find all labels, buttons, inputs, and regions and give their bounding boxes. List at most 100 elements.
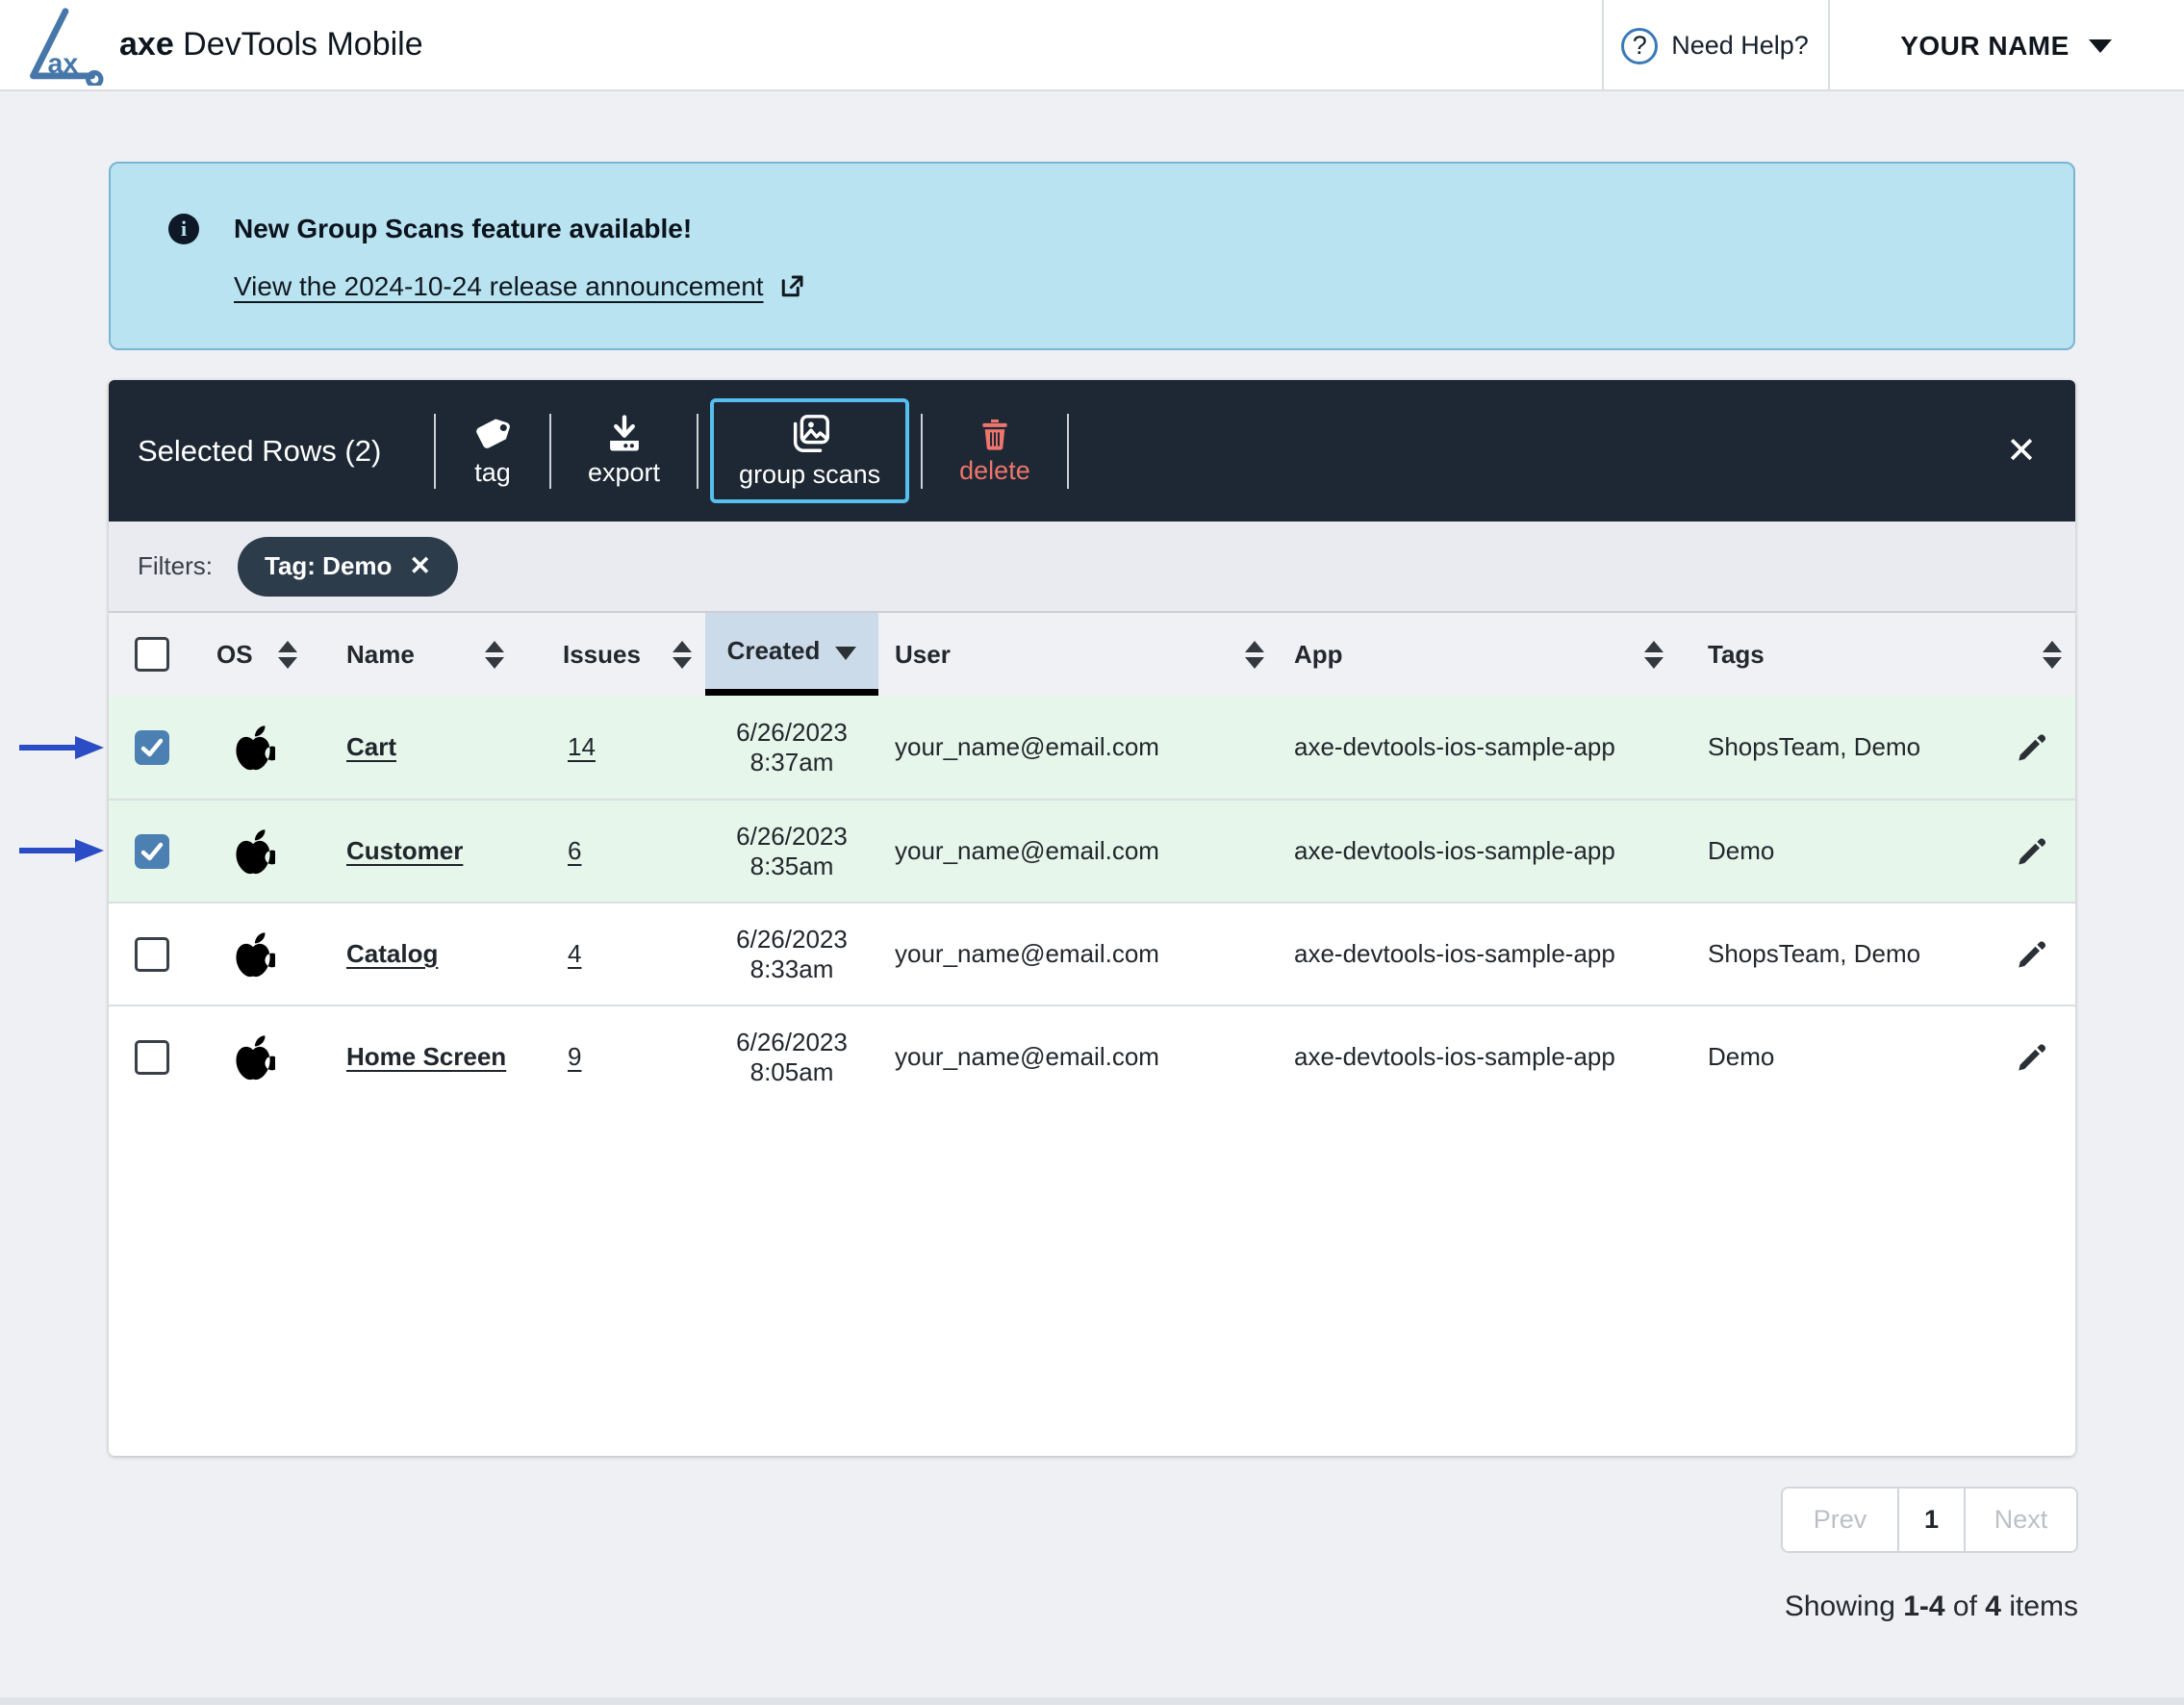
select-all-checkbox[interactable] (135, 637, 169, 672)
column-header-tags[interactable]: Tags (1677, 613, 2075, 696)
tags-value: ShopsTeam, Demo (1708, 939, 1920, 969)
close-selection-button[interactable]: ✕ (2006, 433, 2037, 470)
toolbar-divider (434, 414, 436, 489)
column-header-issues[interactable]: Issues (518, 613, 705, 696)
tags-value: Demo (1708, 836, 1774, 866)
issues-count-link[interactable]: 14 (568, 732, 596, 762)
edit-tags-button[interactable] (2014, 1040, 2048, 1075)
issues-count-link[interactable]: 4 (568, 939, 581, 969)
sort-icon (278, 641, 297, 669)
row-checkbox[interactable] (135, 834, 169, 869)
apple-icon (231, 1032, 275, 1082)
info-icon: i (168, 214, 199, 244)
column-header-app[interactable]: App (1278, 613, 1677, 696)
current-page-button[interactable]: 1 (1897, 1489, 1966, 1551)
group-scans-button[interactable]: group scans (710, 398, 909, 503)
scan-name-link[interactable]: Home Screen (346, 1042, 506, 1072)
tags-value: Demo (1708, 1042, 1774, 1072)
pagination: Prev 1 Next (1781, 1487, 2078, 1553)
user-email: your_name@email.com (895, 732, 1159, 762)
row-checkbox[interactable] (135, 1040, 169, 1075)
scan-name-link[interactable]: Customer (346, 836, 463, 866)
column-header-created-sorted[interactable]: Created (705, 613, 878, 696)
app-name: axe-devtools-ios-sample-app (1294, 939, 1615, 969)
app-header: ax axe DevTools Mobile ? Need Help? YOUR… (0, 0, 2184, 91)
user-name-label: YOUR NAME (1900, 31, 2070, 62)
axe-logo[interactable]: ax (25, 5, 106, 86)
user-email: your_name@email.com (895, 836, 1159, 866)
scans-table-card: Selected Rows (2) tag export (109, 380, 2075, 1456)
created-date: 6/26/2023 (736, 925, 848, 954)
trash-icon (977, 416, 1013, 452)
scan-name-link[interactable]: Cart (346, 732, 396, 762)
pencil-icon (2014, 937, 2048, 972)
issues-count-link[interactable]: 9 (568, 1042, 581, 1072)
external-link-icon (777, 272, 806, 301)
group-scans-icon (788, 412, 832, 456)
export-icon (604, 414, 645, 454)
select-all-cell (109, 613, 195, 696)
app-name: axe-devtools-ios-sample-app (1294, 732, 1615, 762)
row-checkbox[interactable] (135, 730, 169, 765)
apple-icon (231, 827, 275, 877)
app-title: axe DevTools Mobile (119, 26, 423, 64)
user-menu-button[interactable]: YOUR NAME (1828, 0, 2184, 91)
tag-button[interactable]: tag (447, 406, 538, 496)
sort-icon (1644, 641, 1663, 669)
sort-icon (2043, 641, 2062, 669)
selected-row-arrow-indicator (17, 733, 106, 762)
pencil-icon (2014, 834, 2048, 869)
check-icon (140, 735, 165, 760)
edit-tags-button[interactable] (2014, 730, 2048, 765)
created-time: 8:33am (750, 954, 834, 984)
next-page-button[interactable]: Next (1966, 1489, 2076, 1551)
selected-row-arrow-indicator (17, 836, 106, 865)
row-checkbox[interactable] (135, 937, 169, 972)
scan-name-link[interactable]: Catalog (346, 939, 438, 969)
column-header-user[interactable]: User (878, 613, 1278, 696)
chevron-down-icon (2089, 39, 2112, 53)
tags-value: ShopsTeam, Demo (1708, 732, 1920, 762)
filters-bar: Filters: Tag: Demo ✕ (109, 522, 2075, 613)
created-date: 6/26/2023 (736, 1028, 848, 1057)
edit-tags-button[interactable] (2014, 834, 2048, 869)
apple-icon (231, 723, 275, 773)
need-help-label: Need Help? (1671, 31, 1809, 61)
export-button[interactable]: export (563, 406, 685, 496)
remove-filter-icon[interactable]: ✕ (409, 551, 431, 581)
release-announcement-link[interactable]: View the 2024-10-24 release announcement (234, 271, 764, 302)
created-date: 6/26/2023 (736, 822, 848, 852)
sort-icon (673, 641, 692, 669)
edit-tags-button[interactable] (2014, 937, 2048, 972)
delete-button[interactable]: delete (934, 408, 1055, 494)
table-row: Home Screen 9 6/26/2023 8:05am your_name… (109, 1005, 2075, 1107)
column-header-os[interactable]: OS (195, 613, 311, 696)
prev-page-button[interactable]: Prev (1783, 1489, 1897, 1551)
issues-count-link[interactable]: 6 (568, 836, 581, 866)
sort-icon (485, 641, 504, 669)
sort-desc-icon (835, 647, 856, 660)
column-header-name[interactable]: Name (311, 613, 518, 696)
check-icon (140, 839, 165, 864)
sort-icon (1245, 641, 1264, 669)
created-date: 6/26/2023 (736, 718, 848, 748)
app-name: axe-devtools-ios-sample-app (1294, 836, 1615, 866)
tag-icon (472, 414, 513, 454)
created-time: 8:05am (750, 1057, 834, 1087)
user-email: your_name@email.com (895, 1042, 1159, 1072)
bottom-strip (0, 1697, 2184, 1705)
release-banner: i New Group Scans feature available! Vie… (109, 162, 2075, 350)
toolbar-divider (549, 414, 551, 489)
banner-title: New Group Scans feature available! (234, 214, 692, 244)
need-help-button[interactable]: ? Need Help? (1602, 0, 1828, 91)
showing-summary: Showing 1-4 of 4 items (109, 1590, 2078, 1623)
svg-text:ax: ax (48, 48, 79, 79)
apple-icon (231, 929, 275, 980)
filters-label: Filters: (138, 551, 213, 581)
table-row: Customer 6 6/26/2023 8:35am your_name@em… (109, 799, 2075, 902)
created-time: 8:37am (750, 748, 834, 777)
table-row: Catalog 4 6/26/2023 8:33am your_name@ema… (109, 902, 2075, 1005)
pencil-icon (2014, 1040, 2048, 1075)
filter-chip-tag-demo[interactable]: Tag: Demo ✕ (238, 537, 458, 597)
selected-rows-count: Selected Rows (2) (138, 434, 434, 469)
